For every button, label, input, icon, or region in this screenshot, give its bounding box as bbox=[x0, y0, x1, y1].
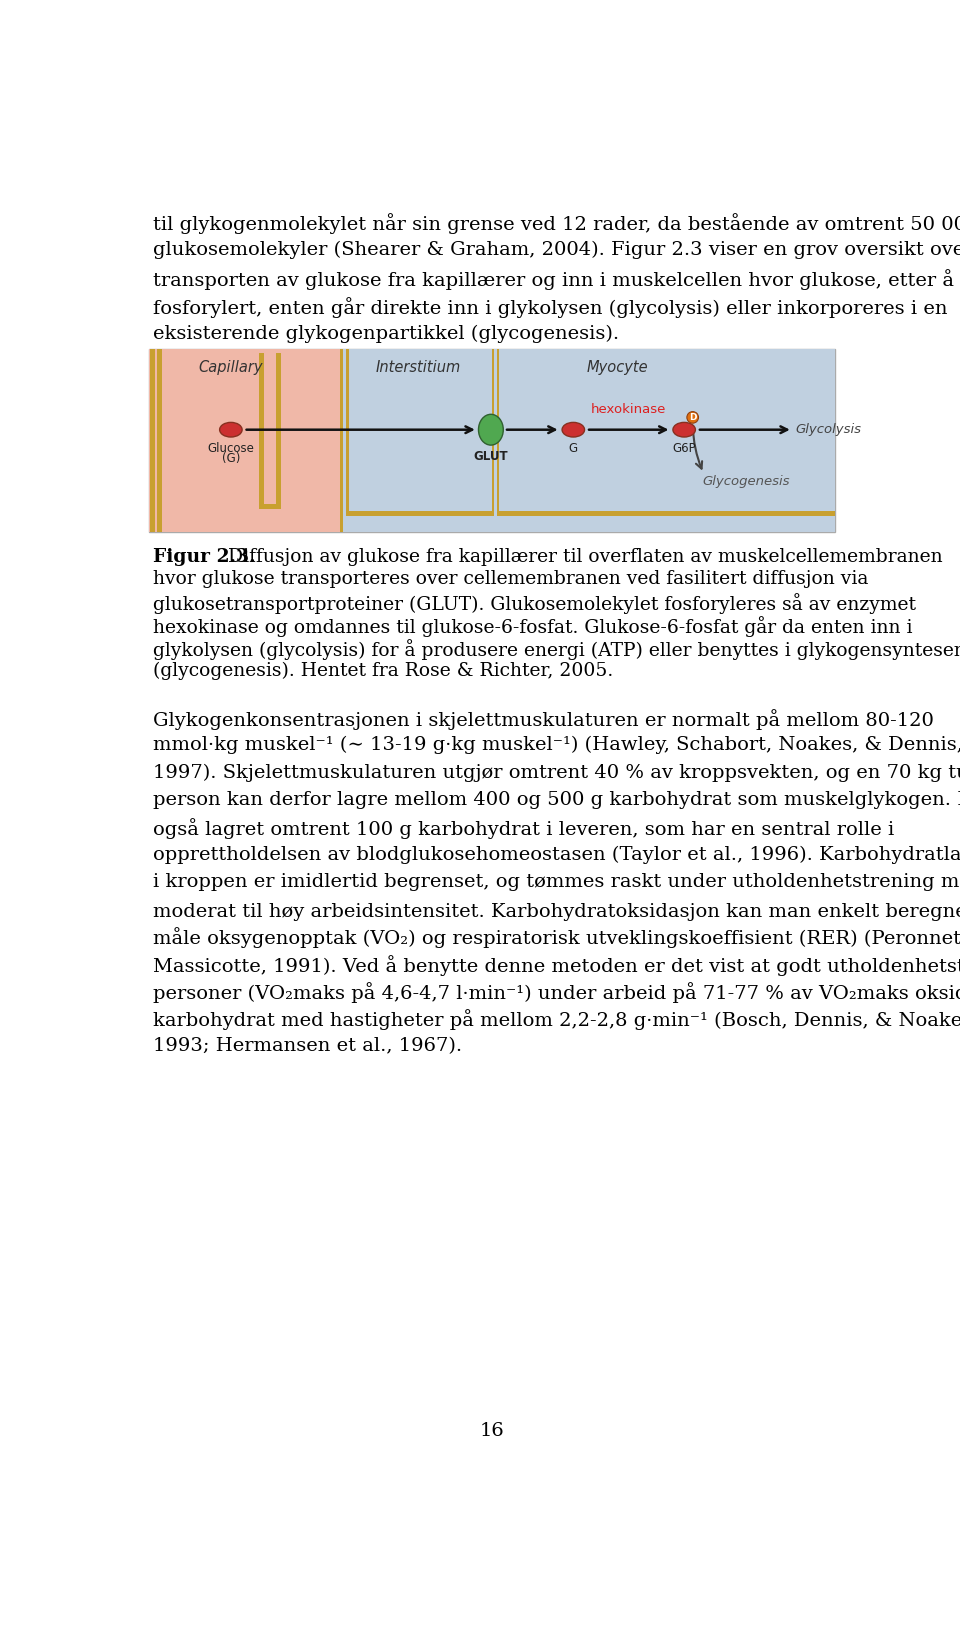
Text: glukosemolekyler (Shearer & Graham, 2004). Figur 2.3 viser en grov oversikt over: glukosemolekyler (Shearer & Graham, 2004… bbox=[153, 242, 960, 259]
Text: glykolysen (glycolysis) for å produsere energi (ATP) eller benyttes i glykogensy: glykolysen (glycolysis) for å produsere … bbox=[153, 638, 960, 659]
Bar bbox=[264, 353, 276, 504]
Text: Capillary: Capillary bbox=[199, 359, 263, 375]
Text: Glucose: Glucose bbox=[207, 442, 254, 455]
Text: D: D bbox=[689, 413, 696, 423]
Text: moderat til høy arbeidsintensitet. Karbohydratoksidasjon kan man enkelt beregne : moderat til høy arbeidsintensitet. Karbo… bbox=[153, 899, 960, 920]
Text: (G): (G) bbox=[222, 452, 240, 465]
Text: mmol·kg muskel⁻¹ (∼ 13-19 g·kg muskel⁻¹) (Hawley, Schabort, Noakes, & Dennis,: mmol·kg muskel⁻¹ (∼ 13-19 g·kg muskel⁻¹)… bbox=[153, 736, 960, 754]
Bar bbox=[149, 349, 345, 532]
Text: fosforylert, enten går direkte inn i glykolysen (glycolysis) eller inkorporeres : fosforylert, enten går direkte inn i gly… bbox=[153, 297, 948, 318]
Text: hexokinase: hexokinase bbox=[591, 403, 666, 416]
Text: glukosetransportproteiner (GLUT). Glukosemolekylet fosforyleres så av enzymet: glukosetransportproteiner (GLUT). Glukos… bbox=[153, 592, 916, 614]
Text: G6P: G6P bbox=[672, 442, 696, 455]
Bar bbox=[494, 349, 496, 532]
Text: 1993; Hermansen et al., 1967).: 1993; Hermansen et al., 1967). bbox=[153, 1036, 462, 1054]
Text: G: G bbox=[568, 442, 578, 455]
Text: person kan derfor lagre mellom 400 og 500 g karbohydrat som muskelglykogen. Det : person kan derfor lagre mellom 400 og 50… bbox=[153, 790, 960, 809]
Text: personer (VO₂maks på 4,6-4,7 l·min⁻¹) under arbeid på 71-77 % av VO₂maks oksider: personer (VO₂maks på 4,6-4,7 l·min⁻¹) un… bbox=[153, 982, 960, 1004]
Bar bbox=[340, 349, 348, 532]
Circle shape bbox=[686, 411, 699, 423]
Text: til glykogenmolekylet når sin grense ved 12 rader, da bestående av omtrent 50 00: til glykogenmolekylet når sin grense ved… bbox=[153, 212, 960, 233]
Bar bbox=[345, 516, 835, 532]
Text: Myocyte: Myocyte bbox=[587, 359, 648, 375]
Bar bbox=[156, 349, 162, 532]
Text: i kroppen er imidlertid begrenset, og tømmes raskt under utholdenhetstrening med: i kroppen er imidlertid begrenset, og tø… bbox=[153, 873, 960, 891]
Text: GLUT: GLUT bbox=[473, 450, 508, 463]
Bar bbox=[149, 349, 835, 532]
Text: Glycogenesis: Glycogenesis bbox=[702, 475, 789, 488]
Text: Interstitium: Interstitium bbox=[375, 359, 461, 375]
Text: også lagret omtrent 100 g karbohydrat i leveren, som har en sentral rolle i: også lagret omtrent 100 g karbohydrat i … bbox=[153, 818, 894, 839]
Text: hvor glukose transporteres over cellemembranen ved fasilitert diffusjon via: hvor glukose transporteres over cellemem… bbox=[153, 571, 868, 589]
Bar bbox=[276, 353, 281, 509]
Ellipse shape bbox=[478, 415, 503, 446]
Bar bbox=[150, 349, 156, 532]
Bar bbox=[345, 349, 835, 532]
Text: Glycolysis: Glycolysis bbox=[795, 423, 861, 436]
Text: Massicotte, 1991). Ved å benytte denne metoden er det vist at godt utholdenhetst: Massicotte, 1991). Ved å benytte denne m… bbox=[153, 955, 960, 976]
Text: opprettholdelsen av blodglukosehomeostasen (Taylor et al., 1996). Karbohydratlag: opprettholdelsen av blodglukosehomeostas… bbox=[153, 845, 960, 863]
Text: (glycogenesis). Hentet fra Rose & Richter, 2005.: (glycogenesis). Hentet fra Rose & Richte… bbox=[153, 661, 612, 679]
Text: måle oksygenopptak (VO₂) og respiratorisk utveklingskoeffisient (RER) (Peronnet : måle oksygenopptak (VO₂) og respiratoris… bbox=[153, 927, 960, 948]
Text: 1997). Skjelettmuskulaturen utgjør omtrent 40 % av kroppsvekten, og en 70 kg tun: 1997). Skjelettmuskulaturen utgjør omtre… bbox=[153, 764, 960, 782]
Text: eksisterende glykogenpartikkel (glycogenesis).: eksisterende glykogenpartikkel (glycogen… bbox=[153, 325, 618, 343]
Text: Figur 2.3.: Figur 2.3. bbox=[153, 548, 255, 566]
Ellipse shape bbox=[562, 423, 585, 437]
Bar bbox=[259, 353, 264, 509]
Text: hexokinase og omdannes til glukose-6-fosfat. Glukose-6-fosfat går da enten inn i: hexokinase og omdannes til glukose-6-fos… bbox=[153, 615, 912, 636]
Text: Diffusjon av glukose fra kapillærer til overflaten av muskelcellemembranen: Diffusjon av glukose fra kapillærer til … bbox=[222, 548, 942, 566]
Bar bbox=[492, 349, 499, 532]
Bar bbox=[345, 511, 835, 532]
Text: 16: 16 bbox=[480, 1421, 504, 1439]
Bar bbox=[259, 504, 281, 509]
Bar bbox=[343, 349, 346, 532]
Ellipse shape bbox=[673, 423, 695, 437]
Text: karbohydrat med hastigheter på mellom 2,2-2,8 g·min⁻¹ (Bosch, Dennis, & Noakes,: karbohydrat med hastigheter på mellom 2,… bbox=[153, 1009, 960, 1030]
Text: transporten av glukose fra kapillærer og inn i muskelcellen hvor glukose, etter : transporten av glukose fra kapillærer og… bbox=[153, 269, 960, 290]
Text: Glykogenkonsentrasjonen i skjelettmuskulaturen er normalt på mellom 80-120: Glykogenkonsentrasjonen i skjelettmuskul… bbox=[153, 708, 933, 730]
Ellipse shape bbox=[220, 423, 242, 437]
